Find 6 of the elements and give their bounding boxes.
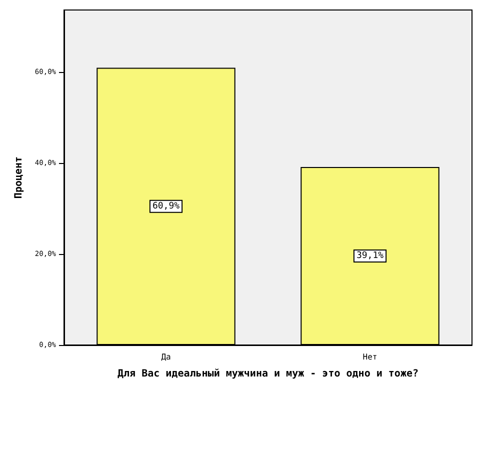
data-label: 39,1% xyxy=(356,251,384,262)
data-label: 60,9% xyxy=(152,201,180,212)
y-axis-title: Процент xyxy=(14,156,25,199)
x-tick-label: Нет xyxy=(362,352,378,362)
x-axis-title: Для Вас идеальный мужчина и муж - это одно и тоже? xyxy=(117,368,419,380)
x-tick-label: Да xyxy=(161,352,171,362)
